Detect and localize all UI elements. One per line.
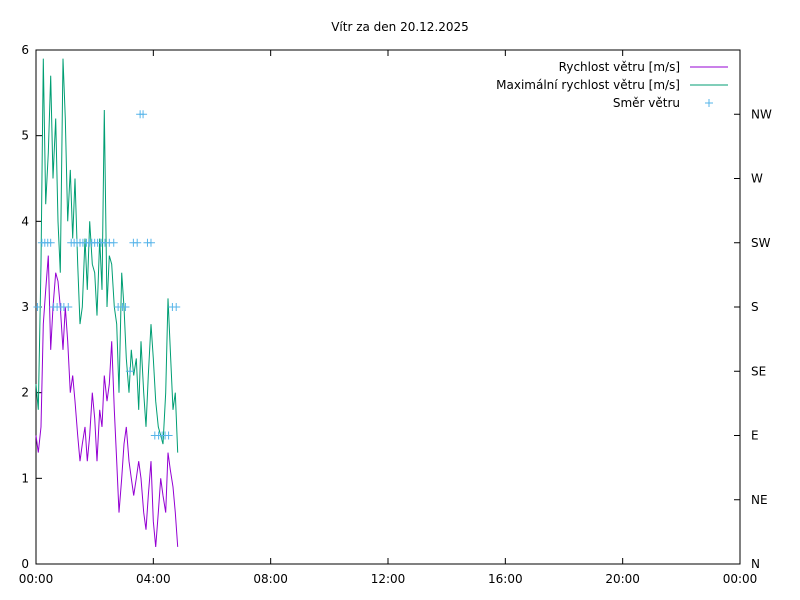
y2-tick-label: NE [751, 493, 768, 507]
x-tick-label: 00:00 [19, 572, 54, 586]
y2-tick-label: S [751, 300, 759, 314]
x-tick-label: 20:00 [605, 572, 640, 586]
series-layer [33, 58, 181, 547]
y-tick-label: 2 [21, 386, 29, 400]
direction-point [139, 110, 148, 119]
legend-marker [705, 99, 713, 107]
legend-label: Směr větru [613, 96, 680, 110]
y-tick-label: 3 [21, 300, 29, 314]
x-tick-label: 12:00 [371, 572, 406, 586]
y2-tick-label: W [751, 172, 763, 186]
y2-tick-label: SE [751, 364, 766, 378]
series-direction-points [33, 110, 181, 440]
direction-point [121, 303, 130, 311]
direction-point [46, 238, 55, 247]
direction-point [109, 238, 118, 247]
y-tick-label: 1 [21, 471, 29, 485]
y-tick-label: 4 [21, 214, 29, 228]
chart-title: Vítr za den 20.12.2025 [331, 20, 469, 34]
y2-tick-label: SW [751, 236, 771, 250]
y2-axis-ticks: N NE E SE S SW W NW [734, 107, 772, 571]
y2-tick-label: N [751, 557, 760, 571]
x-tick-label: 00:00 [723, 572, 758, 586]
y-tick-label: 0 [21, 557, 29, 571]
x-tick-label: 16:00 [488, 572, 523, 586]
x-tick-label: 04:00 [136, 572, 171, 586]
direction-point [133, 238, 142, 247]
y-tick-label: 5 [21, 129, 29, 143]
legend: Rychlost větru [m/s] Maximální rychlost v… [496, 60, 728, 110]
series-line-max-speed [35, 58, 179, 453]
x-tick-label: 08:00 [253, 572, 288, 586]
y2-tick-label: NW [751, 107, 772, 121]
direction-point [172, 303, 181, 311]
legend-label: Rychlost větru [m/s] [559, 60, 680, 74]
series-line-speed [35, 255, 179, 547]
direction-point [125, 367, 134, 376]
direction-point [64, 303, 73, 311]
direction-point [146, 238, 155, 247]
y-tick-label: 6 [21, 43, 29, 57]
legend-label: Maximální rychlost větru [m/s] [496, 78, 680, 92]
direction-point [164, 431, 173, 440]
x-axis-ticks: 00:00 04:00 08:00 12:00 16:00 20:00 00:00 [19, 50, 758, 586]
y2-tick-label: E [751, 429, 759, 443]
direction-point [33, 303, 42, 311]
